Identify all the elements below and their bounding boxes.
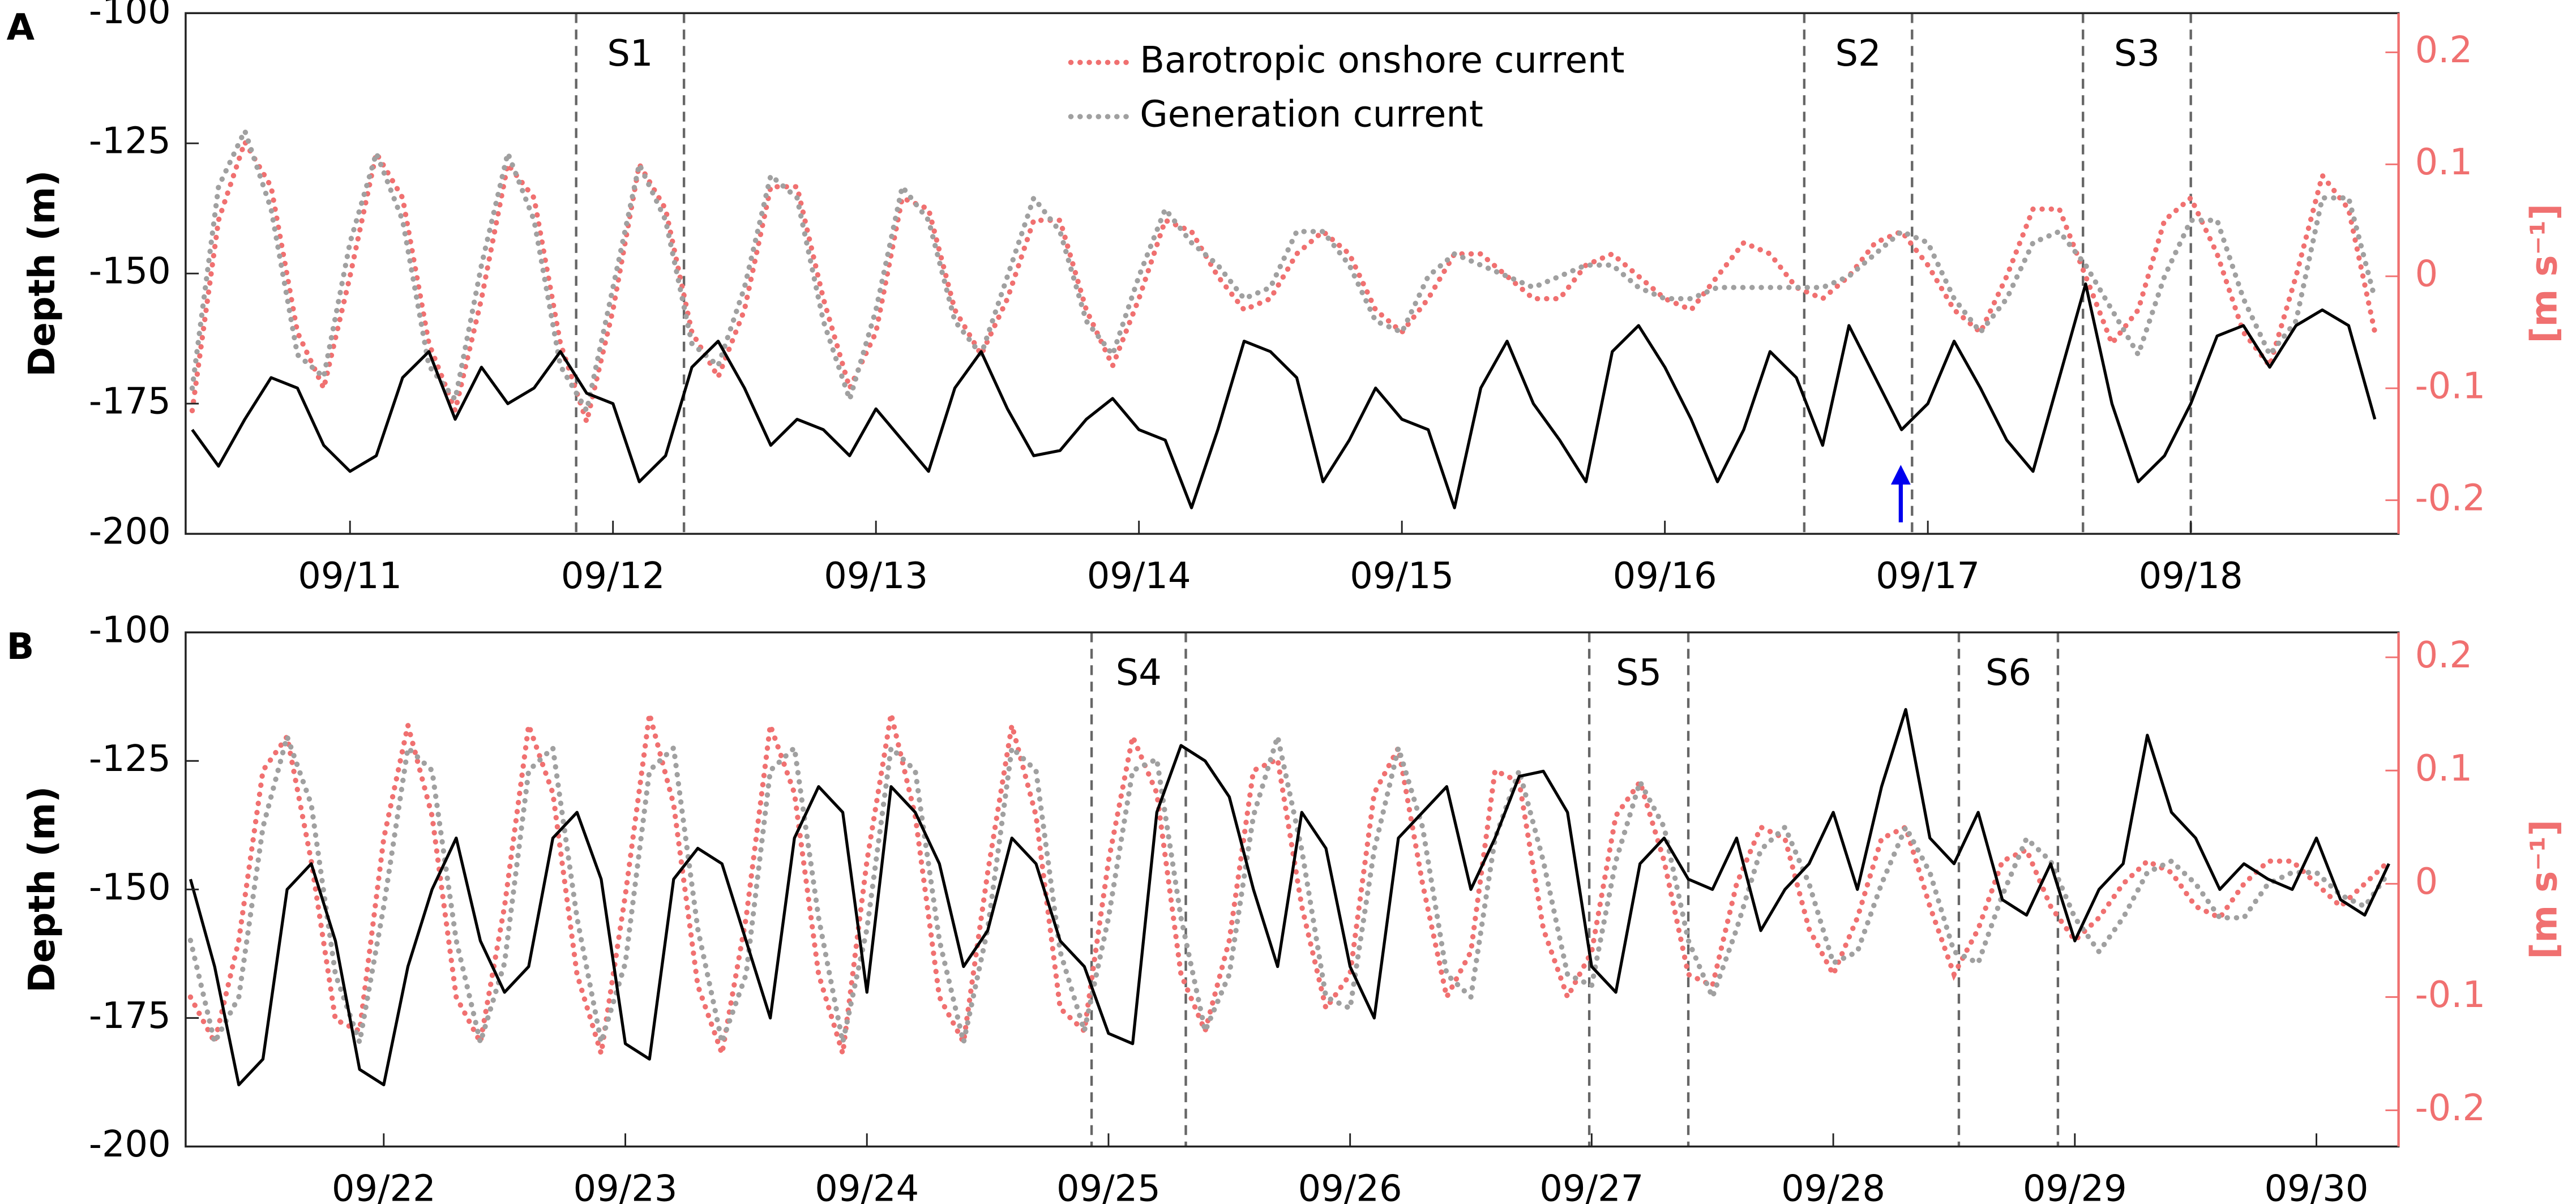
y-tick-label: -125	[89, 121, 171, 162]
y2-tick-label: -0.2	[2415, 1087, 2486, 1129]
x-tick-label: 09/30	[2265, 1168, 2369, 1204]
y-axis-label: Depth (m)	[22, 170, 63, 377]
y-tick-label: -200	[89, 1124, 171, 1166]
arrow-head	[1890, 465, 1911, 485]
section-label: S3	[2114, 33, 2160, 75]
y-tick-label: -150	[89, 251, 171, 293]
depth-line	[189, 708, 2390, 1087]
y-tick-label: -150	[89, 867, 171, 909]
y2-tick-label: 0.1	[2415, 748, 2473, 790]
x-tick-label: 09/16	[1613, 555, 1717, 597]
x-tick-label: 09/25	[1056, 1168, 1161, 1204]
y-tick-label: -175	[89, 381, 171, 423]
y2-tick-label: -0.1	[2415, 365, 2486, 407]
current-line	[189, 123, 2378, 418]
y2-tick-label: 0.2	[2415, 29, 2473, 71]
y2-tick-label: 0	[2415, 254, 2438, 295]
current-line	[187, 726, 2392, 1053]
y-tick-label: -200	[89, 511, 171, 553]
y-tick-label: -100	[89, 610, 171, 652]
x-tick-label: 09/14	[1087, 555, 1191, 597]
depth-line	[191, 282, 2377, 509]
plot-frame	[185, 631, 2400, 1148]
current-line	[189, 135, 2378, 432]
section-label: S2	[1835, 33, 1881, 75]
x-tick-label: 09/27	[1539, 1168, 1644, 1204]
x-tick-label: 09/15	[1350, 555, 1454, 597]
y2-tick-label: 0.1	[2415, 142, 2473, 183]
panel-label: A	[7, 7, 35, 49]
x-tick-label: 09/17	[1876, 555, 1980, 597]
section-label: S1	[607, 33, 653, 75]
y-tick-label: -125	[89, 738, 171, 780]
y-tick-label: -175	[89, 995, 171, 1037]
x-tick-label: 09/13	[824, 555, 928, 597]
x-tick-label: 09/28	[1781, 1168, 1885, 1204]
x-tick-label: 09/23	[574, 1168, 678, 1204]
y-axis-label: Depth (m)	[22, 786, 63, 993]
current-line	[187, 713, 2392, 1064]
y2-tick-label: -0.1	[2415, 974, 2486, 1016]
legend-label: Barotropic onshore current	[1140, 40, 1624, 82]
legend-label: Generation current	[1140, 94, 1483, 136]
panel-label: B	[7, 626, 35, 668]
y2-tick-label: 0	[2415, 861, 2438, 903]
section-label: S6	[1986, 652, 2031, 694]
x-tick-label: 09/11	[298, 555, 402, 597]
x-tick-label: 09/22	[332, 1168, 436, 1204]
x-tick-label: 09/12	[561, 555, 665, 597]
x-tick-label: 09/29	[2023, 1168, 2127, 1204]
y-tick-label: -100	[89, 0, 171, 32]
x-tick-label: 09/24	[815, 1168, 919, 1204]
y2-tick-label: 0.2	[2415, 635, 2473, 676]
section-label: S5	[1616, 652, 1662, 694]
plot-frame	[185, 12, 2400, 535]
y2-axis-label: [m s⁻¹]	[2523, 820, 2565, 959]
y2-axis-label: [m s⁻¹]	[2523, 204, 2565, 344]
y2-tick-label: -0.2	[2415, 477, 2486, 519]
section-label: S4	[1116, 652, 1162, 694]
x-tick-label: 09/18	[2139, 555, 2243, 597]
x-tick-label: 09/26	[1298, 1168, 1402, 1204]
